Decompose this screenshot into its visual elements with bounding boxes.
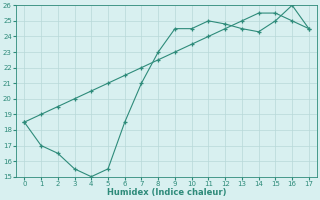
X-axis label: Humidex (Indice chaleur): Humidex (Indice chaleur)	[107, 188, 226, 197]
